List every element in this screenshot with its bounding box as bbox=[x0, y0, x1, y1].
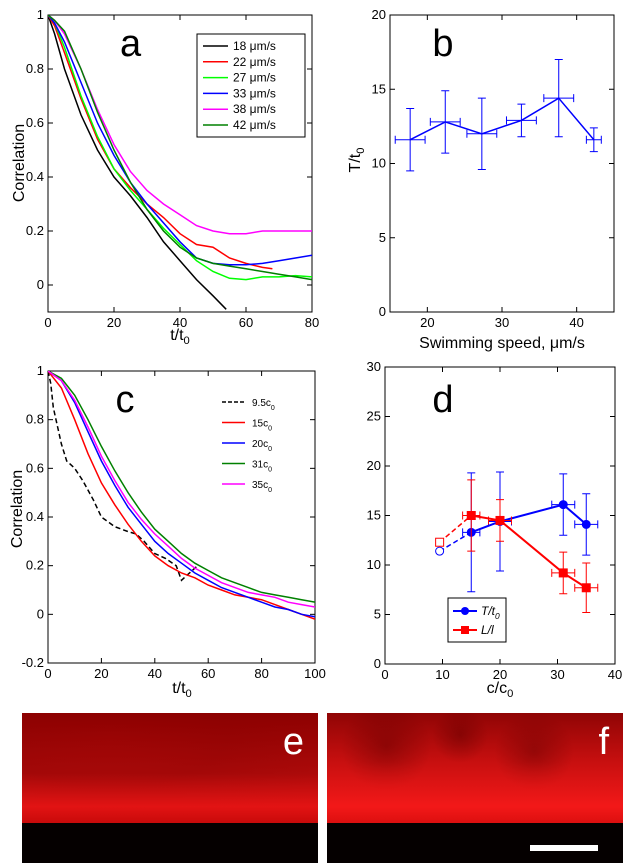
series-line bbox=[410, 98, 594, 140]
x-tick-label: 20 bbox=[94, 666, 108, 681]
marker-square bbox=[559, 569, 567, 577]
y-tick-label: -0.2 bbox=[22, 655, 44, 670]
x-tick-label: 30 bbox=[550, 667, 564, 682]
y-tick-label: 0.6 bbox=[26, 460, 44, 475]
y-tick-label: 0.6 bbox=[26, 115, 44, 130]
x-tick-label: 0 bbox=[381, 667, 388, 682]
legend-label: 42 μm/s bbox=[233, 118, 276, 132]
marker-square bbox=[467, 512, 475, 520]
panel-label-a: a bbox=[120, 23, 142, 65]
y-axis-label: T/t0 bbox=[347, 148, 367, 173]
micrograph-e: e bbox=[22, 713, 318, 863]
micrograph-f-dark-region bbox=[327, 823, 623, 863]
scale-bar bbox=[530, 845, 598, 851]
panel-label-e: e bbox=[283, 721, 304, 764]
panel-label-f: f bbox=[598, 721, 609, 764]
legend-label: L/l bbox=[481, 623, 494, 637]
x-tick-label: 40 bbox=[569, 315, 583, 330]
y-axis-label: Correlation bbox=[11, 124, 28, 202]
error-bar bbox=[506, 104, 536, 137]
legend-label: 33 μm/s bbox=[233, 86, 276, 100]
y-tick-label: 10 bbox=[372, 156, 386, 171]
x-tick-label: 60 bbox=[201, 666, 215, 681]
x-tick-label: 0 bbox=[44, 315, 51, 330]
error-bar bbox=[395, 109, 425, 171]
legend-marker bbox=[461, 626, 469, 634]
micrograph-f-glow bbox=[327, 713, 623, 823]
marker-circle bbox=[559, 501, 567, 509]
y-tick-label: 10 bbox=[367, 557, 381, 572]
x-axis-label: t/t0 bbox=[170, 327, 190, 347]
y-tick-label: 1 bbox=[37, 363, 44, 378]
marker-circle bbox=[436, 547, 444, 555]
x-tick-label: 60 bbox=[239, 315, 253, 330]
y-tick-label: 0.2 bbox=[26, 558, 44, 573]
error-bar bbox=[544, 60, 574, 137]
panel-c: 0 20 40 60 80 100-0.200.20.40.60.81c 9.5c015c0… bbox=[9, 363, 326, 700]
y-tick-label: 5 bbox=[374, 607, 381, 622]
y-tick-label: 0.8 bbox=[26, 412, 44, 427]
y-axis-label: Correlation bbox=[9, 470, 26, 548]
y-tick-label: 0.4 bbox=[26, 169, 44, 184]
y-tick-label: 20 bbox=[372, 7, 386, 22]
figure: 0 20 40 60 80 0 0.2 0.4 0.6 0.8 1 a 18 μm/s 22 μm/s 27… bbox=[0, 0, 624, 712]
y-tick-label: 0 bbox=[374, 656, 381, 671]
error-bar bbox=[467, 98, 497, 169]
y-tick-label: 30 bbox=[367, 359, 381, 374]
marker-circle bbox=[582, 520, 590, 528]
legend-label: 27 μm/s bbox=[233, 71, 276, 85]
y-tick-label: 20 bbox=[367, 458, 381, 473]
y-tick-label: 0.2 bbox=[26, 223, 44, 238]
y-tick-label: 15 bbox=[367, 508, 381, 523]
series-dashed-segment bbox=[440, 516, 472, 543]
y-tick-label: 5 bbox=[379, 230, 386, 245]
x-tick-label: 20 bbox=[107, 315, 121, 330]
x-tick-label: 0 bbox=[44, 666, 51, 681]
micrograph-e-glow bbox=[22, 713, 318, 823]
y-tick-label: 0 bbox=[37, 277, 44, 292]
micrograph-e-dark-region bbox=[22, 823, 318, 863]
x-tick-label: 100 bbox=[304, 666, 326, 681]
x-axis-label: t/t0 bbox=[172, 680, 192, 700]
x-tick-label: 40 bbox=[148, 666, 162, 681]
marker-square bbox=[582, 584, 590, 592]
x-axis-label: c/c0 bbox=[487, 680, 514, 700]
micrograph-f: f bbox=[327, 713, 623, 863]
panel-a: 0 20 40 60 80 0 0.2 0.4 0.6 0.8 1 a 18 μm/s 22 μm/s 27… bbox=[11, 7, 319, 347]
error-bar bbox=[430, 91, 460, 153]
y-tick-label: 0 bbox=[379, 304, 386, 319]
y-tick-label: 1 bbox=[37, 7, 44, 22]
x-axis-label: Swimming speed, μm/s bbox=[419, 335, 585, 352]
legend-label: 18 μm/s bbox=[233, 39, 276, 53]
x-tick-label: 80 bbox=[254, 666, 268, 681]
panel-b: 20 30 40 0 5 10 15 20 b T/t0 Swimming speed, μm/s bbox=[347, 7, 614, 352]
y-tick-label: 0.8 bbox=[26, 61, 44, 76]
x-tick-label: 30 bbox=[495, 315, 509, 330]
plot-frame bbox=[390, 15, 614, 312]
legend-marker bbox=[461, 607, 469, 615]
legend-label: 22 μm/s bbox=[233, 55, 276, 69]
legend-label: 38 μm/s bbox=[233, 102, 276, 116]
series-dashed-segment bbox=[440, 532, 472, 551]
x-tick-label: 10 bbox=[435, 667, 449, 682]
error-bar bbox=[586, 128, 601, 152]
panel-label-b: b bbox=[432, 23, 453, 65]
y-tick-label: 15 bbox=[372, 81, 386, 96]
y-tick-label: 0.4 bbox=[26, 509, 44, 524]
marker-square bbox=[496, 516, 504, 524]
y-tick-label: 25 bbox=[367, 409, 381, 424]
marker-square bbox=[436, 538, 444, 546]
x-tick-label: 80 bbox=[305, 315, 319, 330]
panel-label-c: c bbox=[116, 379, 135, 421]
panel-label-d: d bbox=[432, 379, 453, 421]
x-tick-label: 40 bbox=[608, 667, 622, 682]
x-tick-label: 20 bbox=[420, 315, 434, 330]
y-tick-label: 0 bbox=[37, 606, 44, 621]
panel-d: 0 10 20 30 40051015202530dT/t0L/lc/c0 bbox=[367, 359, 623, 700]
